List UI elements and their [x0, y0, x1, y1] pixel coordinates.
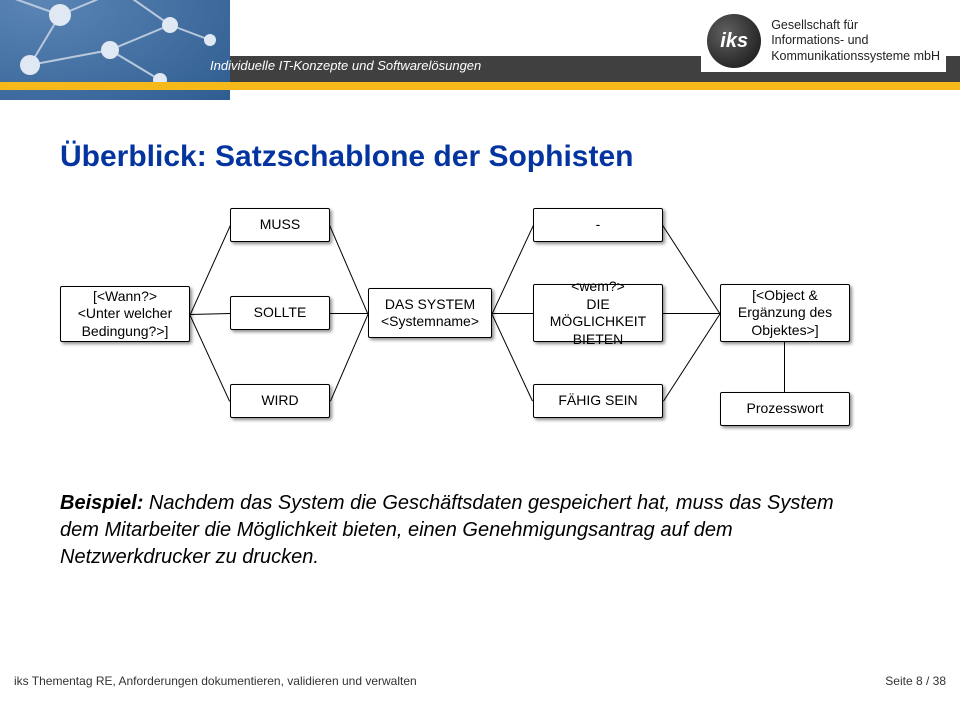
node-line: SOLLTE	[254, 304, 307, 322]
node-line: <wem?>	[571, 278, 625, 296]
node-line: Objektes>]	[751, 322, 818, 340]
diagram-node-dash: -	[533, 208, 663, 242]
diagram-edge	[491, 313, 533, 401]
company-logo: iks Gesellschaft für Informations- und K…	[701, 10, 946, 72]
tagline-text: Individuelle IT-Konzepte und Softwarelös…	[210, 58, 481, 73]
example-paragraph: Beispiel: Nachdem das System die Geschäf…	[60, 490, 870, 571]
diagram-edge	[784, 342, 785, 392]
node-line: <Systemname>	[381, 313, 479, 331]
diagram-edge	[330, 313, 368, 314]
diagram-edge	[663, 313, 720, 314]
diagram-edge	[190, 313, 230, 315]
logo-line: Informations- und	[771, 33, 940, 49]
diagram-edge	[662, 225, 720, 314]
diagram-edge	[189, 314, 230, 401]
diagram-node-cond: [<Wann?><Unter welcherBedingung?>]	[60, 286, 190, 342]
diagram-edge	[663, 313, 721, 402]
diagram-node-sollte: SOLLTE	[230, 296, 330, 330]
node-line: <Unter welcher	[78, 305, 173, 323]
node-line: DAS SYSTEM	[385, 296, 475, 314]
node-line: FÄHIG SEIN	[558, 392, 637, 410]
diagram-edge	[329, 225, 368, 313]
node-line: -	[596, 216, 601, 234]
logo-line: Gesellschaft für	[771, 18, 940, 34]
footer-left: iks Thementag RE, Anforderungen dokument…	[14, 674, 417, 688]
node-line: DIE MÖGLICHKEIT	[540, 296, 656, 331]
node-line: Ergänzung des	[738, 304, 832, 322]
logo-text: Gesellschaft für Informations- und Kommu…	[771, 18, 940, 65]
node-line: WIRD	[261, 392, 298, 410]
node-line: Bedingung?>]	[82, 323, 169, 341]
diagram-edge	[330, 313, 369, 401]
diagram-node-faehig: FÄHIG SEIN	[533, 384, 663, 418]
diagram-edge	[492, 225, 534, 313]
diagram-edge	[190, 225, 231, 314]
slide-header: Individuelle IT-Konzepte und Softwarelös…	[0, 0, 960, 96]
example-label: Beispiel:	[60, 492, 143, 514]
node-line: MUSS	[260, 216, 300, 234]
example-text: Nachdem das System die Geschäftsdaten ge…	[60, 492, 834, 568]
diagram-edge	[492, 313, 533, 314]
logo-mark-icon: iks	[707, 14, 761, 68]
sentence-template-diagram: [<Wann?><Unter welcherBedingung?>] MUSS SO…	[60, 200, 900, 460]
slide-footer: iks Thementag RE, Anforderungen dokument…	[14, 674, 946, 688]
accent-bar	[0, 82, 960, 90]
diagram-node-system: DAS SYSTEM<Systemname>	[368, 288, 492, 338]
logo-line: Kommunikationssysteme mbH	[771, 49, 940, 65]
diagram-node-muss: MUSS	[230, 208, 330, 242]
logo-abbr: iks	[720, 30, 748, 53]
diagram-node-wird: WIRD	[230, 384, 330, 418]
footer-right: Seite 8 / 38	[885, 674, 946, 688]
page-title: Überblick: Satzschablone der Sophisten	[60, 140, 633, 174]
node-line: BIETEN	[573, 331, 624, 349]
node-line: Prozesswort	[746, 400, 823, 418]
diagram-node-prozess: Prozesswort	[720, 392, 850, 426]
diagram-node-object: [<Object &Ergänzung desObjektes>]	[720, 284, 850, 342]
diagram-node-moegl: <wem?>DIE MÖGLICHKEITBIETEN	[533, 284, 663, 342]
node-line: [<Object &	[752, 287, 818, 305]
node-line: [<Wann?>	[93, 288, 157, 306]
